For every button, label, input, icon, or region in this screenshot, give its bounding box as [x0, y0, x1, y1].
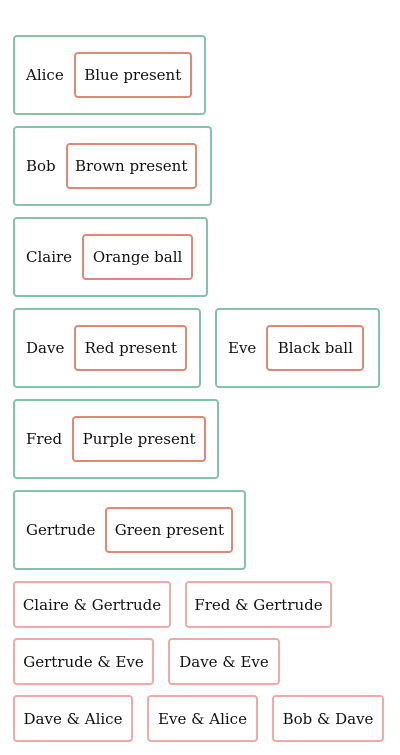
swap-button[interactable]: Dave & Alice — [13, 695, 133, 742]
gift-item[interactable]: Green present — [105, 507, 234, 553]
person-name: Gertrude — [26, 521, 96, 539]
swap-button[interactable]: Claire & Gertrude — [13, 581, 171, 628]
gift-item[interactable]: Black ball — [266, 325, 365, 371]
gift-item[interactable]: Brown present — [65, 143, 197, 189]
gift-item[interactable]: Orange ball — [82, 234, 194, 280]
gift-item[interactable]: Purple present — [72, 416, 207, 462]
swap-button[interactable]: Dave & Eve — [168, 638, 280, 685]
person-name: Dave — [26, 339, 65, 357]
swap-button[interactable]: Bob & Dave — [272, 695, 384, 742]
person-name: Eve — [228, 339, 257, 357]
person-box-claire: Claire Orange ball — [13, 217, 208, 297]
person-name: Bob — [26, 157, 56, 175]
swap-button[interactable]: Eve & Alice — [147, 695, 258, 742]
person-box-bob: Bob Brown present — [13, 126, 212, 206]
swap-button[interactable]: Fred & Gertrude — [185, 581, 332, 628]
person-box-alice: Alice Blue present — [13, 35, 206, 115]
person-name: Fred — [26, 430, 63, 448]
gift-item[interactable]: Blue present — [73, 52, 192, 98]
gift-item[interactable]: Red present — [74, 325, 188, 371]
person-box-eve: Eve Black ball — [215, 308, 380, 388]
person-name: Claire — [26, 248, 73, 266]
swap-button[interactable]: Gertrude & Eve — [13, 638, 154, 685]
person-box-dave: Dave Red present — [13, 308, 201, 388]
person-box-gertrude: Gertrude Green present — [13, 490, 246, 570]
person-box-fred: Fred Purple present — [13, 399, 219, 479]
person-name: Alice — [26, 66, 64, 84]
